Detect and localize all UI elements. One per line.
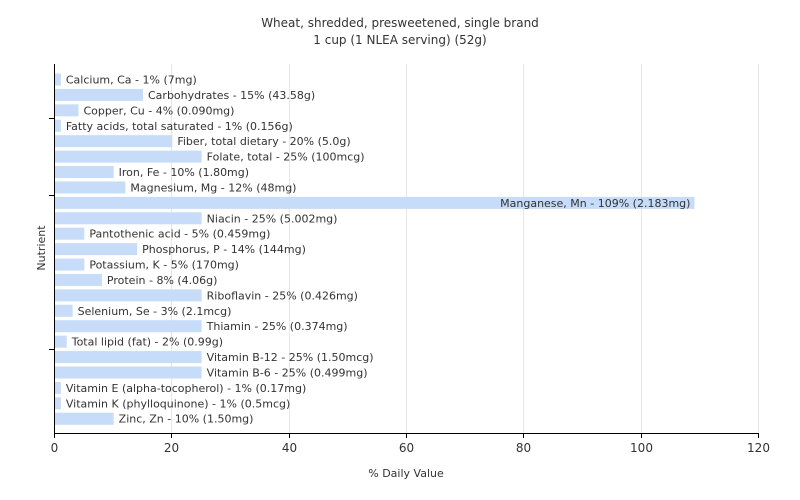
bar-14 bbox=[55, 289, 202, 302]
x-tick-label-2: 40 bbox=[282, 441, 297, 455]
bar-label-21: Vitamin K (phylloquinone) - 1% (0.5mcg) bbox=[66, 397, 290, 410]
bar-3 bbox=[55, 119, 61, 132]
y-axis-label: Nutrient bbox=[35, 225, 48, 271]
bar-17 bbox=[55, 335, 67, 348]
bar-label-20: Vitamin E (alpha-tocopherol) - 1% (0.17m… bbox=[66, 382, 306, 395]
axes-layer: 0 20 40 60 80 100 120 bbox=[49, 64, 770, 455]
bar-label-22: Zinc, Zn - 10% (1.50mg) bbox=[119, 413, 254, 426]
x-axis-label: % Daily Value bbox=[368, 467, 444, 480]
bar-label-18: Vitamin B-12 - 25% (1.50mcg) bbox=[207, 351, 374, 364]
bar-label-6: Iron, Fe - 10% (1.80mg) bbox=[119, 166, 249, 179]
bar-label-16: Thiamin - 25% (0.374mg) bbox=[206, 320, 348, 333]
bars-layer: Calcium, Ca - 1% (7mg) Carbohydrates - 15… bbox=[55, 73, 695, 426]
chart-title: Wheat, shredded, presweetened, single br… bbox=[261, 16, 539, 30]
bar-label-13: Protein - 8% (4.06g) bbox=[107, 274, 218, 287]
bar-label-12: Potassium, K - 5% (170mg) bbox=[89, 259, 239, 272]
bar-label-2: Copper, Cu - 4% (0.090mg) bbox=[83, 104, 234, 117]
bar-label-9: Niacin - 25% (5.002mg) bbox=[207, 212, 338, 225]
x-tick-label-1: 20 bbox=[164, 441, 179, 455]
bar-label-19: Vitamin B-6 - 25% (0.499mg) bbox=[207, 366, 368, 379]
bar-label-11: Phosphorus, P - 14% (144mg) bbox=[142, 243, 306, 256]
bar-20 bbox=[55, 381, 61, 394]
x-tick-label-3: 60 bbox=[399, 441, 414, 455]
bar-2 bbox=[55, 104, 79, 117]
bar-label-5: Folate, total - 25% (100mcg) bbox=[207, 151, 365, 164]
bar-21 bbox=[55, 397, 61, 410]
bar-7 bbox=[55, 181, 126, 194]
bar-8 bbox=[55, 196, 695, 209]
bar-5 bbox=[55, 150, 202, 163]
bar-label-0: Calcium, Ca - 1% (7mg) bbox=[66, 74, 197, 87]
bar-label-8: Manganese, Mn - 109% (2.183mg) bbox=[500, 197, 690, 210]
bar-4 bbox=[55, 135, 173, 148]
x-tick-label-6: 120 bbox=[747, 441, 770, 455]
bar-11 bbox=[55, 243, 138, 256]
bar-label-7: Magnesium, Mg - 12% (48mg) bbox=[130, 181, 296, 194]
bar-15 bbox=[55, 304, 73, 317]
bar-label-3: Fatty acids, total saturated - 1% (0.156… bbox=[66, 120, 293, 133]
bar-label-15: Selenium, Se - 3% (2.1mcg) bbox=[78, 305, 232, 318]
bar-label-14: Riboflavin - 25% (0.426mg) bbox=[207, 289, 358, 302]
bar-label-17: Total lipid (fat) - 2% (0.99g) bbox=[71, 336, 223, 349]
bar-19 bbox=[55, 366, 202, 379]
bar-10 bbox=[55, 227, 85, 240]
bar-0 bbox=[55, 73, 61, 86]
bar-22 bbox=[55, 412, 114, 425]
bar-9 bbox=[55, 212, 202, 225]
chart-subtitle: 1 cup (1 NLEA serving) (52g) bbox=[313, 33, 486, 47]
x-tick-label-4: 80 bbox=[516, 441, 531, 455]
x-tick-label-0: 0 bbox=[51, 441, 59, 455]
bar-6 bbox=[55, 166, 114, 179]
bar-label-4: Fiber, total dietary - 20% (5.0g) bbox=[177, 135, 350, 148]
bar-label-1: Carbohydrates - 15% (43.58g) bbox=[148, 89, 315, 102]
bar-16 bbox=[55, 320, 202, 333]
bar-12 bbox=[55, 258, 85, 271]
bar-label-10: Pantothenic acid - 5% (0.459mg) bbox=[89, 228, 270, 241]
x-tick-label-5: 100 bbox=[630, 441, 653, 455]
bar-1 bbox=[55, 88, 143, 101]
bar-18 bbox=[55, 351, 202, 364]
bar-13 bbox=[55, 273, 102, 286]
